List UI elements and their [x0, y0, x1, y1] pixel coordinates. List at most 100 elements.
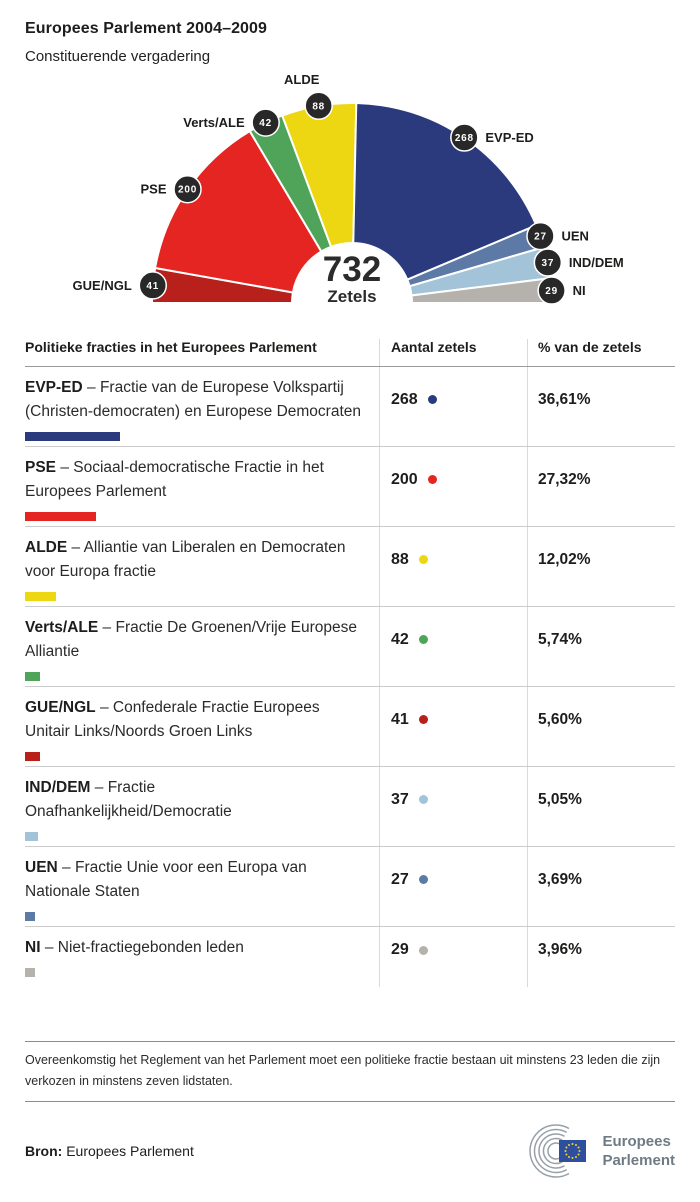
fraction-desc: Fractie Unie voor een Europa van Nationa…: [25, 859, 307, 900]
seat-percent: 5,74%: [538, 630, 582, 648]
fraction-dash: –: [102, 619, 112, 636]
hemicycle-svg: 41 200 42 88 268 27 37 29 GUE/NGL PSE Verts/ALE AL…: [73, 72, 624, 306]
seat-badge-count-EVP-ED: 268: [455, 133, 474, 144]
segments-group: [150, 102, 554, 304]
fraction-name-cell: ALDE – Alliantie van Liberalen en Democr…: [25, 527, 379, 606]
seat-badge-GUE/NGL: [138, 271, 168, 300]
table-row: GUE/NGL – Confederale Fractie Europees U…: [25, 687, 675, 767]
fraction-dash: –: [94, 779, 104, 796]
seat-color-dot: [418, 945, 428, 955]
table-row: IND/DEM – Fractie Onafhankelijkheid/Demo…: [25, 767, 675, 847]
seat-percent: 27,32%: [538, 470, 591, 488]
table-header-row: Politieke fracties in het Europees Parle…: [25, 339, 675, 367]
fraction-label-ALDE: ALDE: [284, 72, 320, 87]
fraction-name-cell: UEN – Fractie Unie voor een Europa van N…: [25, 847, 379, 926]
seat-badge-ALDE: [304, 91, 333, 121]
seat-count: 200: [391, 470, 418, 488]
fraction-name-cell: NI – Niet-fractiegebonden leden: [25, 927, 379, 987]
hemicycle-chart: 41 200 42 88 268 27 37 29 GUE/NGL PSE Verts/ALE AL…: [0, 69, 700, 309]
fraction-abbr: ALDE: [25, 539, 68, 556]
table-row: ALDE – Alliantie van Liberalen en Democr…: [25, 527, 675, 607]
table-row: UEN – Fractie Unie voor een Europa van N…: [25, 847, 675, 927]
table-row: EVP-ED – Fractie van de Europese Volkspa…: [25, 367, 675, 447]
fraction-dash: –: [87, 379, 96, 396]
seat-percent-cell: 27,32%: [527, 447, 675, 526]
table-row: PSE – Sociaal-democratische Fractie in h…: [25, 447, 675, 527]
source-text: Bron: Europees Parlement: [25, 1143, 194, 1159]
fraction-desc: Fractie van de Europese Volkspartij (Chr…: [25, 379, 361, 420]
fraction-desc: Niet-fractiegebonden leden: [57, 939, 244, 956]
seat-percent-cell: 5,60%: [527, 687, 675, 766]
eu-flag: [559, 1140, 587, 1162]
seat-count-cell: 88: [379, 527, 527, 606]
fraction-dash: –: [99, 699, 109, 716]
seat-percent-cell: 5,74%: [527, 607, 675, 686]
seat-badge-UEN: [526, 221, 555, 251]
seat-bar: [25, 672, 40, 681]
seat-percent: 3,96%: [538, 941, 582, 958]
fraction-desc: Confederale Fractie Europees Unitair Lin…: [25, 699, 320, 740]
seat-count-cell: 42: [379, 607, 527, 686]
header: Europees Parlement 2004–2009 Constituere…: [0, 0, 700, 65]
fraction-abbr: NI: [25, 939, 41, 956]
seat-count-cell: 41: [379, 687, 527, 766]
seat-bar: [25, 968, 35, 977]
seat-percent: 12,02%: [538, 550, 591, 568]
seat-badge-count-UEN: 27: [534, 232, 547, 243]
seat-badge-count-ALDE: 88: [312, 101, 325, 112]
seat-badge-count-PSE: 200: [178, 185, 197, 196]
seat-count: 27: [391, 870, 409, 888]
fraction-label-GUE/NGL: GUE/NGL: [73, 278, 132, 293]
seat-bar: [25, 512, 96, 521]
fraction-desc: Sociaal-democratische Fractie in het Eur…: [25, 459, 324, 500]
fraction-desc: Fractie Onafhankelijkheid/Democratie: [25, 779, 232, 820]
seat-percent-cell: 12,02%: [527, 527, 675, 606]
fractions-table: Politieke fracties in het Europees Parle…: [25, 339, 675, 987]
fraction-desc: Fractie De Groenen/Vrije Europese Allian…: [25, 619, 357, 660]
seat-percent: 3,69%: [538, 870, 582, 888]
fraction-abbr: Verts/ALE: [25, 619, 99, 636]
fraction-labels-group: GUE/NGL PSE Verts/ALE ALDE EVP-ED UEN IND/DEM N…: [73, 72, 624, 298]
fraction-abbr: GUE/NGL: [25, 699, 96, 716]
fraction-dash: –: [60, 459, 69, 476]
seat-color-dot: [418, 875, 428, 884]
seat-count-cell: 29: [379, 927, 527, 987]
seat-bar: [25, 592, 56, 601]
seat-color-dot: [418, 635, 428, 644]
fraction-name-cell: IND/DEM – Fractie Onafhankelijkheid/Demo…: [25, 767, 379, 846]
table-body: EVP-ED – Fractie van de Europese Volkspa…: [25, 367, 675, 987]
col-header-seats: Aantal zetels: [379, 339, 527, 366]
seat-badge-count-IND/DEM: 37: [541, 258, 554, 269]
fraction-label-IND/DEM: IND/DEM: [569, 255, 624, 270]
logo-text-line2: Parlement: [602, 1152, 675, 1169]
seat-count: 29: [391, 941, 409, 958]
logo-text-line1: Europees: [602, 1133, 671, 1150]
fraction-label-NI: NI: [573, 283, 586, 298]
fraction-dash: –: [44, 939, 54, 956]
fraction-label-UEN: UEN: [561, 229, 588, 244]
seat-percent-cell: 36,61%: [527, 367, 675, 446]
seat-count-cell: 27: [379, 847, 527, 926]
footnote: Overeenkomstig het Reglement van het Par…: [25, 1041, 675, 1102]
seat-percent: 5,05%: [538, 790, 582, 808]
footnote-text: Overeenkomstig het Reglement van het Par…: [25, 1053, 661, 1088]
page-subtitle: Constituerende vergadering: [25, 48, 211, 65]
seat-percent: 36,61%: [538, 390, 591, 408]
table-row: NI – Niet-fractiegebonden leden 29 3,96%: [25, 927, 675, 987]
segment-PSE: [153, 129, 323, 294]
seat-percent-cell: 3,96%: [527, 927, 675, 987]
page-title: Europees Parlement 2004–2009: [25, 20, 268, 37]
fraction-name-cell: EVP-ED – Fractie van de Europese Volkspa…: [25, 367, 379, 446]
fraction-name-cell: Verts/ALE – Fractie De Groenen/Vrije Eur…: [25, 607, 379, 686]
source-label: Bron:: [25, 1143, 63, 1159]
total-seats: 732: [323, 250, 381, 289]
seat-badge-NI: [537, 276, 566, 305]
logo-text: Europees Parlement: [602, 1132, 675, 1170]
seat-percent-cell: 5,05%: [527, 767, 675, 846]
eu-flag-stars: [564, 1143, 581, 1159]
seat-bar: [25, 432, 120, 441]
parliament-hemicycle-logo-icon: [529, 1124, 587, 1178]
seat-color-dot: [418, 555, 428, 564]
seat-badge-count-Verts/ALE: 42: [259, 118, 272, 129]
